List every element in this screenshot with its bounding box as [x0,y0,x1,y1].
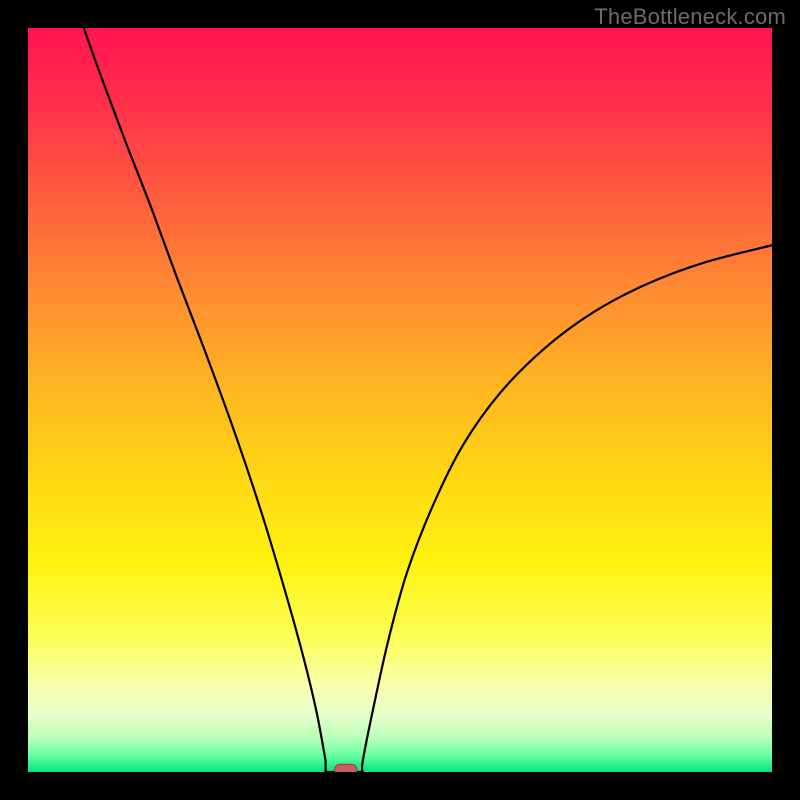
bottleneck-chart [0,0,800,800]
watermark-text: TheBottleneck.com [594,4,786,30]
chart-root: TheBottleneck.com [0,0,800,800]
